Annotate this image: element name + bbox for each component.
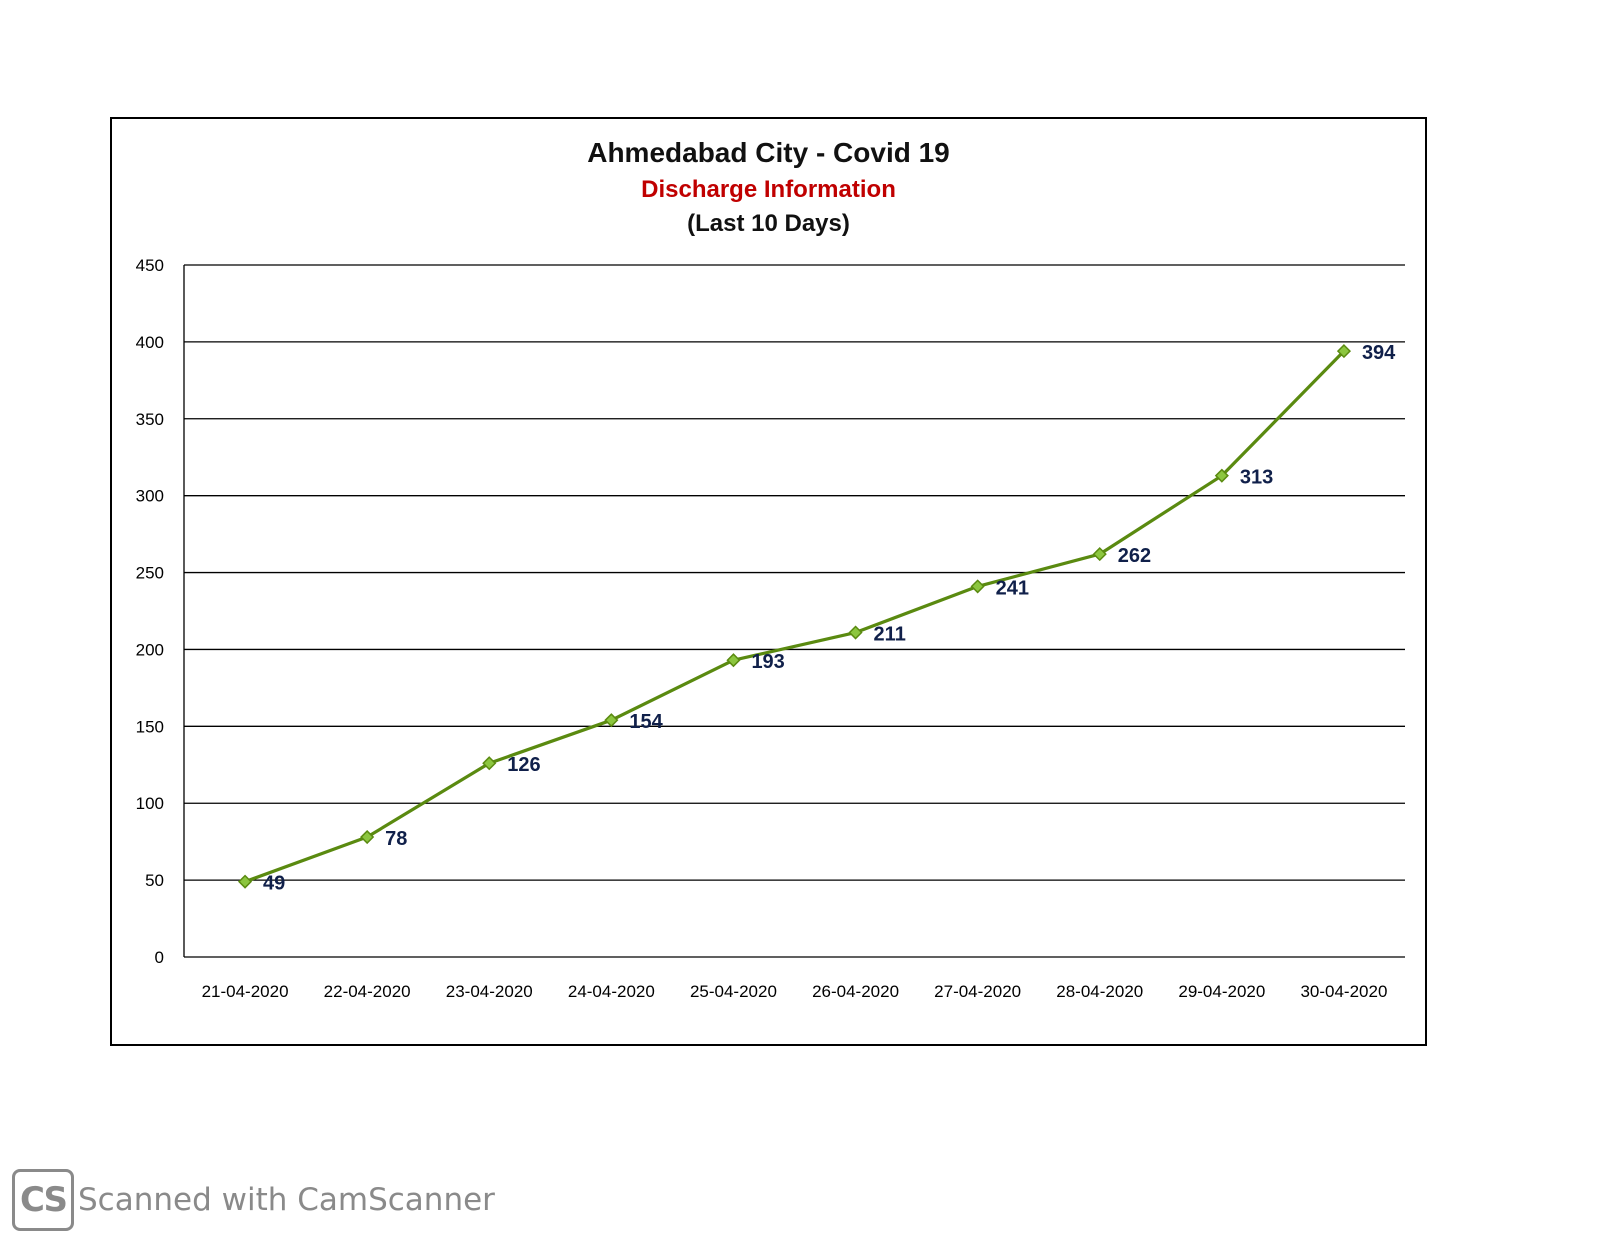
- x-tick-label: 30-04-2020: [1300, 982, 1387, 1001]
- y-tick-label: 400: [136, 333, 164, 352]
- data-point-marker: [848, 625, 863, 640]
- y-tick-label: 250: [136, 564, 164, 583]
- data-label: 394: [1362, 342, 1396, 364]
- x-tick-label: 22-04-2020: [324, 982, 411, 1001]
- data-point-marker: [237, 874, 253, 889]
- data-point-marker: [360, 829, 375, 845]
- data-point-marker: [604, 713, 619, 728]
- y-tick-label: 0: [155, 948, 164, 967]
- camscanner-watermark: CS Scanned with CamScanner: [12, 1165, 495, 1235]
- x-tick-label: 23-04-2020: [446, 982, 533, 1001]
- data-point-marker: [1336, 344, 1352, 359]
- x-tick-label: 25-04-2020: [690, 982, 777, 1001]
- chart-subtitle: Discharge Information: [641, 176, 896, 203]
- y-tick-label: 50: [145, 871, 164, 890]
- chart-frame: Ahmedabad City - Covid 19 Discharge Info…: [110, 117, 1427, 1046]
- data-point-marker: [1092, 547, 1107, 562]
- x-tick-label: 29-04-2020: [1178, 982, 1265, 1001]
- data-label: 49: [263, 873, 285, 895]
- x-tick-label: 24-04-2020: [568, 982, 655, 1001]
- camscanner-logo-icon: CS: [12, 1169, 74, 1231]
- data-label: 126: [507, 754, 540, 776]
- data-point-marker: [1214, 468, 1229, 483]
- y-tick-label: 300: [136, 487, 164, 506]
- data-label: 211: [874, 624, 906, 646]
- x-tick-label: 21-04-2020: [202, 982, 289, 1001]
- data-point-marker: [970, 579, 985, 594]
- data-point-marker: [482, 756, 497, 771]
- x-tick-label: 27-04-2020: [934, 982, 1021, 1001]
- series-line: [244, 349, 1346, 884]
- line-chart: 0 50 100 150 200 250 300 350 400 450 21-04-2020 22-…: [136, 256, 1405, 1001]
- data-label: 193: [751, 651, 784, 673]
- data-point-marker: [726, 653, 741, 668]
- y-tick-label: 200: [136, 640, 164, 659]
- chart-title: Ahmedabad City - Covid 19: [587, 137, 950, 168]
- data-label: 262: [1118, 545, 1151, 567]
- y-tick-label: 150: [136, 717, 164, 736]
- chart-subtitle-period: (Last 10 Days): [687, 210, 850, 237]
- data-label: 78: [385, 828, 407, 850]
- x-tick-label: 26-04-2020: [812, 982, 899, 1001]
- y-tick-label: 100: [136, 794, 164, 813]
- watermark-text: Scanned with CamScanner: [78, 1182, 495, 1218]
- y-tick-label: 350: [136, 410, 164, 429]
- data-label: 154: [629, 711, 663, 733]
- data-label: 241: [996, 577, 1029, 599]
- x-tick-label: 28-04-2020: [1056, 982, 1143, 1001]
- y-tick-label: 450: [136, 256, 164, 275]
- data-label: 313: [1240, 467, 1273, 489]
